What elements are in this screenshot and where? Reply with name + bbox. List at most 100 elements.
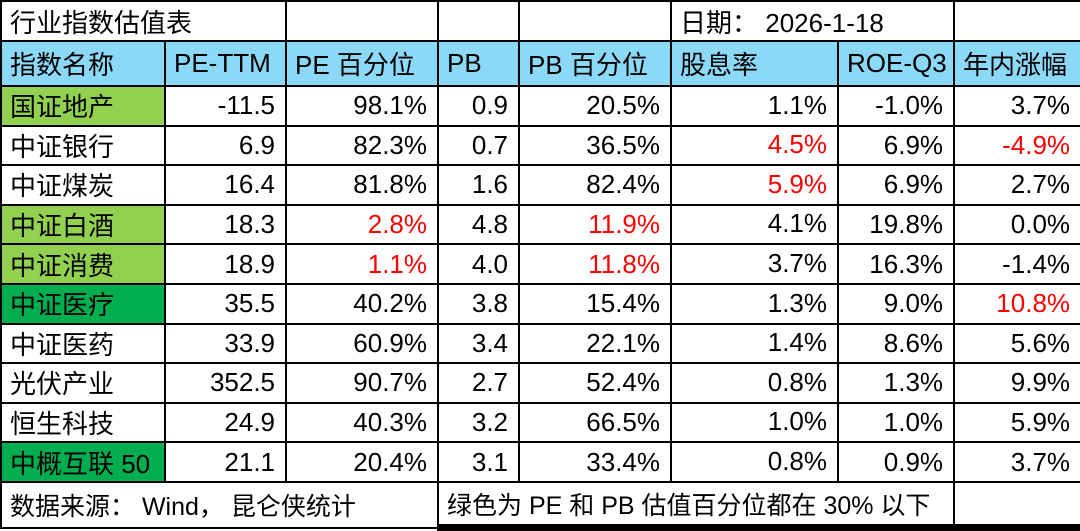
pb-cell: 2.7: [437, 362, 521, 404]
date-label: 日期： 2026-1-18: [670, 0, 956, 42]
page-title: 行业指数估值表: [0, 0, 288, 42]
pb-pct-cell: 15.4%: [518, 282, 673, 325]
data-source-note: 数据来源： Wind， 昆仑侠统计: [0, 480, 440, 529]
div-cell: 1.4%: [670, 322, 840, 365]
column-header-2: PE-TTM: [163, 40, 288, 87]
pb-cell: 3.1: [437, 441, 521, 483]
roe-cell: 8.6%: [837, 322, 956, 365]
ytd-cell: 5.6%: [953, 322, 1080, 365]
title-empty-cell: [518, 0, 673, 42]
pe-cell: 35.5: [163, 282, 288, 325]
pe-cell: 18.9: [163, 243, 288, 285]
table-row: 中证医药 33.9 60.9% 3.4 22.1% 1.4% 8.6% 5.6%: [0, 322, 1080, 365]
pe-cell: 33.9: [163, 322, 288, 365]
table-row: 国证地产 -11.5 98.1% 0.9 20.5% 1.1% -1.0% 3.7%: [0, 85, 1080, 127]
footer-empty-cell: [953, 480, 1080, 531]
ytd-cell: 3.7%: [953, 85, 1080, 127]
pe-pct-cell: 20.4%: [285, 441, 440, 483]
index-name-cell: 中证银行: [0, 124, 166, 167]
table-row: 中证消费 18.9 1.1% 4.0 11.8% 3.7% 16.3% -1.4%: [0, 243, 1080, 285]
div-cell: 1.0%: [670, 401, 840, 444]
index-name-cell: 中概互联 50: [0, 441, 166, 483]
table-row: 中证医疗 35.5 40.2% 3.8 15.4% 1.3% 9.0% 10.8%: [0, 282, 1080, 325]
table-body: 国证地产 -11.5 98.1% 0.9 20.5% 1.1% -1.0% 3.7% 中证银行 6…: [0, 85, 1080, 483]
index-name-cell: 光伏产业: [0, 362, 166, 404]
pe-pct-cell: 81.8%: [285, 164, 440, 206]
table-row: 中证银行 6.9 82.3% 0.7 36.5% 4.5% 6.9% -4.9%: [0, 124, 1080, 167]
div-cell: 5.9%: [670, 164, 840, 206]
roe-cell: -1.0%: [837, 85, 956, 127]
roe-cell: 0.9%: [837, 441, 956, 483]
title-empty-cell: [437, 0, 521, 42]
pe-cell: 24.9: [163, 401, 288, 444]
pe-pct-cell: 1.1%: [285, 243, 440, 285]
pb-pct-cell: 36.5%: [518, 124, 673, 167]
ytd-cell: 2.7%: [953, 164, 1080, 206]
title-empty-cell: [953, 0, 1080, 42]
pb-cell: 4.0: [437, 243, 521, 285]
pb-pct-cell: 11.9%: [518, 203, 673, 246]
pe-cell: 16.4: [163, 164, 288, 206]
ytd-cell: 0.0%: [953, 203, 1080, 246]
index-name-cell: 中证白酒: [0, 203, 166, 246]
pe-pct-cell: 98.1%: [285, 85, 440, 127]
pb-pct-cell: 11.8%: [518, 243, 673, 285]
title-empty-cell: [285, 0, 440, 42]
pb-cell: 1.6: [437, 164, 521, 206]
pe-pct-cell: 40.2%: [285, 282, 440, 325]
table-row: 光伏产业 352.5 90.7% 2.7 52.4% 0.8% 1.3% 9.9%: [0, 362, 1080, 404]
roe-cell: 19.8%: [837, 203, 956, 246]
roe-cell: 6.9%: [837, 164, 956, 206]
pb-cell: 4.8: [437, 203, 521, 246]
index-name-cell: 中证医疗: [0, 282, 166, 325]
pe-cell: 21.1: [163, 441, 288, 483]
pe-cell: 352.5: [163, 362, 288, 404]
ytd-cell: -1.4%: [953, 243, 1080, 285]
table-row: 中证白酒 18.3 2.8% 4.8 11.9% 4.1% 19.8% 0.0%: [0, 203, 1080, 246]
pb-pct-cell: 22.1%: [518, 322, 673, 365]
index-name-cell: 国证地产: [0, 85, 166, 127]
index-name-cell: 中证消费: [0, 243, 166, 285]
column-header-4: PB: [437, 40, 521, 87]
pe-cell: -11.5: [163, 85, 288, 127]
div-cell: 4.1%: [670, 203, 840, 246]
pe-pct-cell: 40.3%: [285, 401, 440, 444]
pe-cell: 6.9: [163, 124, 288, 167]
pb-cell: 0.7: [437, 124, 521, 167]
pb-pct-cell: 82.4%: [518, 164, 673, 206]
column-header-8: 年内涨幅: [953, 40, 1080, 87]
roe-cell: 6.9%: [837, 124, 956, 167]
div-cell: 3.7%: [670, 243, 840, 285]
column-header-1: 指数名称: [0, 40, 166, 87]
ytd-cell: 3.7%: [953, 441, 1080, 483]
ytd-cell: 10.8%: [953, 282, 1080, 325]
pe-pct-cell: 60.9%: [285, 322, 440, 365]
ytd-cell: -4.9%: [953, 124, 1080, 167]
pb-cell: 3.2: [437, 401, 521, 444]
pe-pct-cell: 2.8%: [285, 203, 440, 246]
column-header-6: 股息率: [670, 40, 840, 87]
pb-cell: 0.9: [437, 85, 521, 127]
table-row: 中概互联 50 21.1 20.4% 3.1 33.4% 0.8% 0.9% 3.7%: [0, 441, 1080, 483]
table-row: 中证煤炭 16.4 81.8% 1.6 82.4% 5.9% 6.9% 2.7%: [0, 164, 1080, 206]
pb-cell: 3.4: [437, 322, 521, 365]
pb-pct-cell: 52.4%: [518, 362, 673, 404]
pb-pct-cell: 66.5%: [518, 401, 673, 444]
title-row: 行业指数估值表 日期： 2026-1-18: [0, 0, 1080, 42]
column-header-7: ROE-Q3: [837, 40, 956, 87]
index-name-cell: 恒生科技: [0, 401, 166, 444]
div-cell: 1.3%: [670, 282, 840, 325]
index-name-cell: 中证医药: [0, 322, 166, 365]
roe-cell: 16.3%: [837, 243, 956, 285]
roe-cell: 9.0%: [837, 282, 956, 325]
pb-pct-cell: 33.4%: [518, 441, 673, 483]
index-name-cell: 中证煤炭: [0, 164, 166, 206]
div-cell: 0.8%: [670, 441, 840, 483]
roe-cell: 1.3%: [837, 362, 956, 404]
ytd-cell: 9.9%: [953, 362, 1080, 404]
table-row: 恒生科技 24.9 40.3% 3.2 66.5% 1.0% 1.0% 5.9%: [0, 401, 1080, 444]
pe-cell: 18.3: [163, 203, 288, 246]
ytd-cell: 5.9%: [953, 401, 1080, 444]
column-header-5: PB 百分位: [518, 40, 673, 87]
